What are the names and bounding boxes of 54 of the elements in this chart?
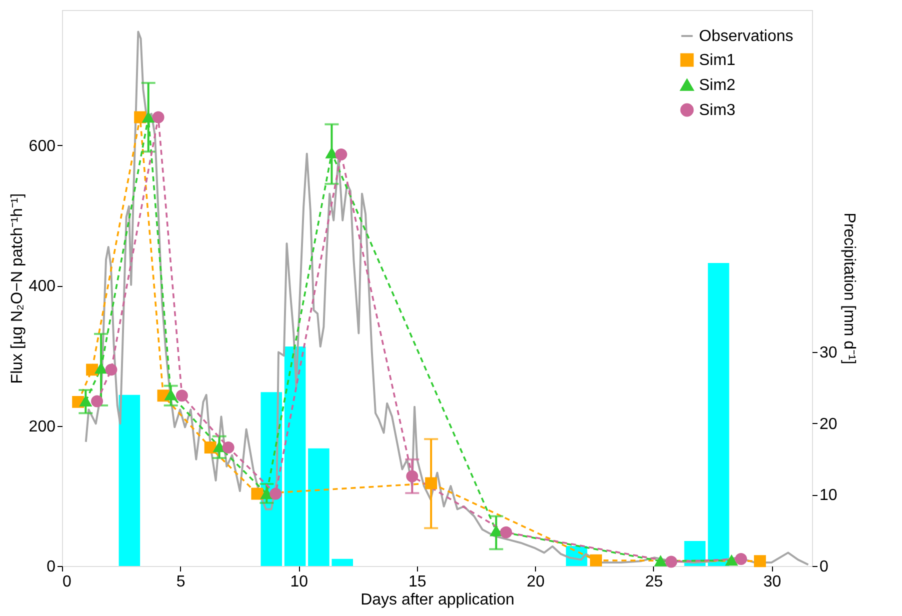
y-tick-label: 400 bbox=[28, 278, 56, 296]
point bbox=[270, 488, 282, 500]
point bbox=[91, 395, 104, 408]
point bbox=[86, 364, 98, 376]
legend-label: Observations bbox=[699, 28, 794, 45]
point bbox=[654, 556, 667, 566]
x-tick-label: 15 bbox=[408, 574, 426, 590]
point bbox=[251, 488, 264, 500]
x-tick-label: 10 bbox=[290, 574, 308, 590]
bar bbox=[308, 448, 330, 566]
bar bbox=[284, 346, 306, 566]
x-tick-label: 20 bbox=[526, 574, 545, 590]
point bbox=[490, 526, 502, 536]
y2-axis-title: Precipitation [mm d⁻¹] bbox=[840, 212, 858, 364]
point bbox=[222, 442, 234, 454]
x-tick-label: 0 bbox=[62, 574, 72, 590]
point bbox=[326, 148, 338, 158]
point bbox=[105, 364, 118, 376]
y2-tick-label: 0 bbox=[820, 558, 828, 576]
legend-label: Sim2 bbox=[699, 77, 736, 94]
point bbox=[735, 553, 748, 565]
point bbox=[425, 477, 438, 490]
point bbox=[260, 488, 273, 500]
x-tick-label: 5 bbox=[176, 574, 186, 590]
legend-label: Sim3 bbox=[699, 102, 736, 119]
y-tick-label: 200 bbox=[28, 418, 56, 436]
bar bbox=[332, 558, 354, 566]
point bbox=[95, 362, 108, 374]
y2-tick-label: 30 bbox=[820, 344, 838, 362]
point bbox=[726, 555, 738, 566]
point bbox=[665, 556, 678, 568]
point bbox=[142, 112, 154, 123]
point bbox=[80, 396, 92, 407]
y2-tick-label: 10 bbox=[820, 487, 838, 504]
point bbox=[406, 470, 418, 482]
point bbox=[164, 390, 177, 400]
point bbox=[204, 442, 216, 454]
y-axis-title: Flux [µg N₂O−N patch⁻¹h⁻¹] bbox=[8, 193, 26, 384]
point bbox=[213, 442, 226, 452]
bar bbox=[118, 394, 140, 566]
x-tick-label: 30 bbox=[763, 574, 782, 590]
y-tick-label: 0 bbox=[46, 558, 56, 576]
bar bbox=[708, 263, 730, 566]
point bbox=[754, 555, 766, 568]
y-tick-label: 600 bbox=[28, 138, 56, 155]
legend-label: Sim1 bbox=[699, 52, 736, 69]
point bbox=[590, 554, 602, 566]
point bbox=[335, 148, 348, 160]
x-axis-title: Days after application bbox=[360, 592, 514, 608]
point bbox=[152, 111, 164, 124]
x-tick-label: 25 bbox=[645, 574, 663, 590]
point bbox=[176, 390, 188, 402]
y2-tick-label: 20 bbox=[820, 416, 838, 433]
point bbox=[500, 526, 512, 538]
